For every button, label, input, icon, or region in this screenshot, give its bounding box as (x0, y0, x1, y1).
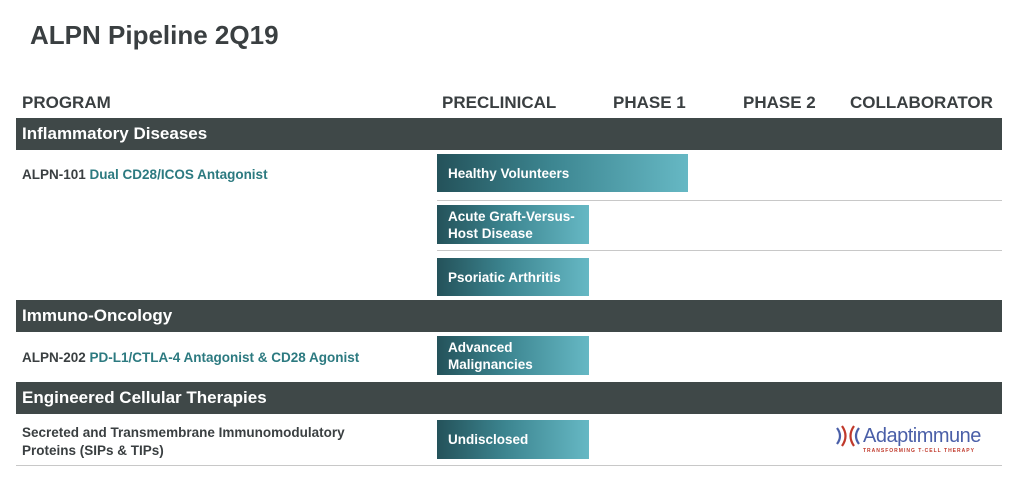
header-phase1: PHASE 1 (613, 93, 686, 112)
header-phase2: PHASE 2 (743, 93, 816, 112)
collaborator-tagline: TRANSFORMING T-CELL THERAPY (863, 448, 975, 454)
program-sips-tips: Secreted and Transmembrane Immunomodulat… (22, 424, 345, 460)
bar-psoriatic-arthritis: Psoriatic Arthritis (437, 258, 589, 296)
page-title: ALPN Pipeline 2Q19 (30, 20, 279, 50)
header-preclinical: PRECLINICAL (442, 93, 557, 112)
header-program: PROGRAM (22, 93, 111, 112)
program-code: ALPN-101 (22, 167, 86, 182)
section-engineered-cellular-therapies: Engineered Cellular Therapies (16, 382, 1002, 414)
divider (437, 250, 1002, 251)
bar-undisclosed: Undisclosed (437, 420, 589, 459)
divider (16, 465, 1002, 466)
section-immuno-oncology: Immuno-Oncology (16, 300, 1002, 332)
header-collaborator: COLLABORATOR (850, 93, 993, 112)
collaborator-name: Adaptimmune (863, 424, 981, 447)
divider (437, 200, 1002, 201)
bar-healthy-volunteers: Healthy Volunteers (437, 154, 688, 192)
bar-advanced-malignancies: Advanced Malignancies (437, 336, 589, 375)
section-inflammatory-diseases: Inflammatory Diseases (16, 118, 1002, 150)
program-code: ALPN-202 (22, 350, 86, 365)
adaptimmune-logo: Adaptimmune TRANSFORMING T-CELL THERAPY (833, 424, 981, 454)
bar-agvhd: Acute Graft-Versus-Host Disease (437, 205, 589, 244)
program-alpn-202: ALPN-202 PD-L1/CTLA-4 Antagonist & CD28 … (22, 350, 359, 365)
program-alpn-101: ALPN-101 Dual CD28/ICOS Antagonist (22, 167, 268, 182)
program-desc: Proteins (SIPs & TIPs) (22, 443, 164, 458)
bar-label: Advanced Malignancies (448, 339, 533, 372)
program-desc: Dual CD28/ICOS Antagonist (89, 167, 268, 182)
program-code: Secreted and Transmembrane Immunomodulat… (22, 425, 345, 440)
program-desc: PD-L1/CTLA-4 Antagonist & CD28 Agonist (89, 350, 360, 365)
adaptimmune-mark-icon (836, 425, 860, 447)
